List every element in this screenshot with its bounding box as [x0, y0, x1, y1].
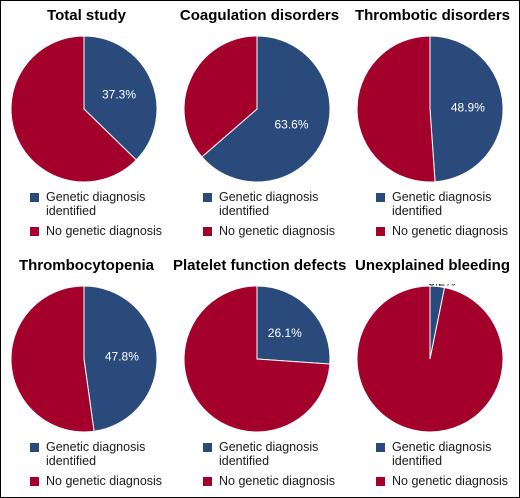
chart-title: Thrombocytopenia	[18, 257, 154, 274]
chart-title: Thrombotic disorders	[354, 7, 511, 24]
pie-chart-platelet-function-defects: 26.1%	[183, 285, 331, 433]
pie-chart-thrombocytopenia: 47.8%	[10, 285, 158, 433]
legend-swatch-genetic	[30, 443, 39, 452]
legend: Genetic diagnosis identified No genetic …	[376, 190, 512, 244]
chart-panel-coagulation-disorders: Coagulation disorders 63.6% Genetic diag…	[173, 0, 346, 248]
pie-value-label: 37.3%	[102, 87, 136, 101]
pie-slice-no-genetic	[183, 285, 331, 433]
pie-slice-no-genetic	[10, 285, 95, 433]
legend-swatch-no-genetic	[376, 227, 385, 236]
legend-label-no-genetic: No genetic diagnosis	[219, 474, 336, 488]
pie-slice-no-genetic	[356, 35, 436, 183]
legend-label-genetic: Genetic diagnosis identified	[46, 440, 146, 468]
pie-chart-coagulation-disorders: 63.6%	[183, 35, 331, 183]
legend-swatch-no-genetic	[30, 477, 39, 486]
legend-swatch-genetic	[376, 443, 385, 452]
legend: Genetic diagnosis identified No genetic …	[376, 440, 512, 494]
pie-value-label: 63.6%	[274, 118, 308, 132]
legend-swatch-genetic	[30, 193, 39, 202]
legend-label-no-genetic: No genetic diagnosis	[392, 224, 509, 238]
chart-panel-thrombotic-disorders: Thrombotic disorders 48.9% Genetic diagn…	[346, 0, 519, 248]
legend-swatch-genetic	[203, 193, 212, 202]
legend-item-no-genetic: No genetic diagnosis	[30, 474, 166, 488]
pie-value-label: 26.1%	[268, 326, 302, 340]
legend-label-genetic: Genetic diagnosis identified	[46, 190, 146, 218]
pie-slice-genetic	[201, 35, 331, 183]
legend-label-genetic: Genetic diagnosis identified	[219, 440, 319, 468]
chart-panel-total-study: Total study 37.3% Genetic diagnosis iden…	[0, 0, 173, 248]
pie-value-label: 48.9%	[451, 101, 485, 115]
legend-label-no-genetic: No genetic diagnosis	[219, 224, 336, 238]
legend: Genetic diagnosis identified No genetic …	[203, 440, 339, 494]
pie-chart-total-study: 37.3%	[10, 35, 158, 183]
legend-swatch-no-genetic	[203, 477, 212, 486]
pie-chart-unexplained-bleeding: 3.2%	[356, 284, 504, 433]
pie-chart-thrombotic-disorders: 48.9%	[356, 35, 504, 183]
pie-value-label: 47.8%	[105, 349, 139, 363]
chart-title: Total study	[47, 7, 126, 24]
legend-item-genetic: Genetic diagnosis identified	[30, 190, 166, 218]
legend-label-genetic: Genetic diagnosis identified	[392, 440, 492, 468]
pie-slice-no-genetic	[10, 35, 137, 183]
chart-title: Unexplained bleeding	[354, 257, 511, 274]
pie-slice-genetic	[429, 35, 504, 183]
legend-swatch-no-genetic	[203, 227, 212, 236]
legend-item-no-genetic: No genetic diagnosis	[30, 224, 166, 238]
chart-title: Platelet function defects	[173, 257, 347, 274]
legend-swatch-no-genetic	[30, 227, 39, 236]
legend-label-genetic: Genetic diagnosis identified	[392, 190, 492, 218]
legend-swatch-no-genetic	[376, 477, 385, 486]
legend-label-no-genetic: No genetic diagnosis	[46, 474, 163, 488]
legend-item-no-genetic: No genetic diagnosis	[376, 474, 512, 488]
pie-slice-genetic	[83, 35, 158, 161]
pie-slice-genetic	[256, 285, 331, 365]
chart-panel-platelet-function-defects: Platelet function defects 26.1% Genetic …	[173, 250, 346, 498]
pie-slice-no-genetic	[183, 35, 258, 158]
legend: Genetic diagnosis identified No genetic …	[30, 190, 166, 244]
legend-swatch-genetic	[203, 443, 212, 452]
chart-title: Coagulation disorders	[179, 7, 340, 24]
legend-swatch-genetic	[376, 193, 385, 202]
pie-value-label: 3.2%	[428, 284, 456, 288]
legend-label-no-genetic: No genetic diagnosis	[46, 224, 163, 238]
legend-label-genetic: Genetic diagnosis identified	[219, 190, 319, 218]
legend-item-genetic: Genetic diagnosis identified	[376, 190, 512, 218]
legend-label-no-genetic: No genetic diagnosis	[392, 474, 509, 488]
pie-slice-genetic	[83, 285, 158, 432]
legend: Genetic diagnosis identified No genetic …	[203, 190, 339, 244]
legend-item-no-genetic: No genetic diagnosis	[203, 224, 339, 238]
legend-item-genetic: Genetic diagnosis identified	[203, 190, 339, 218]
chart-panel-unexplained-bleeding: Unexplained bleeding 3.2% Genetic diagno…	[346, 250, 519, 498]
legend-item-genetic: Genetic diagnosis identified	[30, 440, 166, 468]
legend-item-no-genetic: No genetic diagnosis	[376, 224, 512, 238]
legend-item-genetic: Genetic diagnosis identified	[203, 440, 339, 468]
legend-item-genetic: Genetic diagnosis identified	[376, 440, 512, 468]
pie-slice-no-genetic	[356, 285, 504, 433]
legend: Genetic diagnosis identified No genetic …	[30, 440, 166, 494]
chart-panel-thrombocytopenia: Thrombocytopenia 47.8% Genetic diagnosis…	[0, 250, 173, 498]
legend-item-no-genetic: No genetic diagnosis	[203, 474, 339, 488]
